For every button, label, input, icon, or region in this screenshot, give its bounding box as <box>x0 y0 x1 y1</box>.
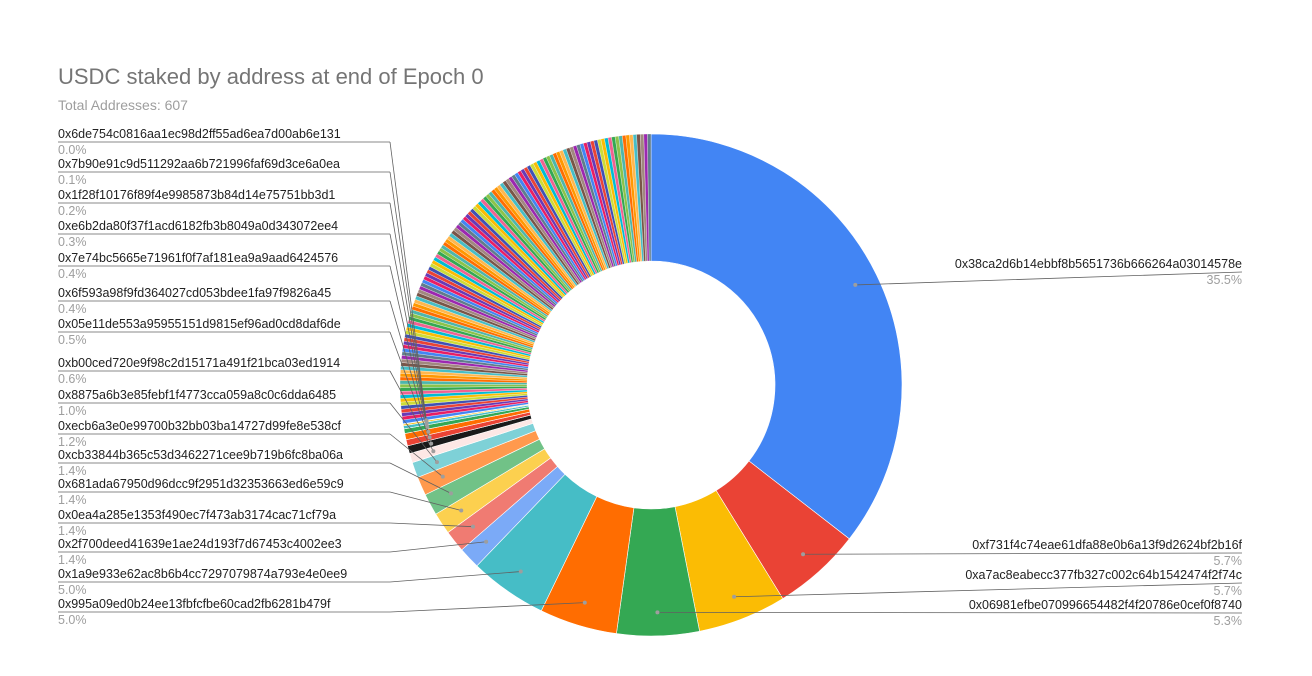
leader-line <box>389 541 487 553</box>
slice-label: 0x38ca2d6b14ebbf8b5651736b666264a0301457… <box>955 257 1242 271</box>
leader-dot <box>429 441 434 446</box>
leader-line <box>389 370 434 452</box>
slice-label: 0x8875a6b3e85febf1f4773cca059a8c0c6dda64… <box>58 388 336 402</box>
slice-label: 0x6de754c0816aa1ec98d2ff55ad6ea7d00ab6e1… <box>58 127 341 141</box>
slice-label: 0xecb6a3e0e99700b32bb03ba14727d99fe8e538… <box>58 419 341 433</box>
slice-percent: 5.7% <box>1214 554 1243 568</box>
leader-line <box>389 141 427 421</box>
leader-dot <box>582 600 587 605</box>
leader-dot <box>431 449 436 454</box>
slice-label: 0x681ada67950d96dcc9f2951d32353663ed6e59… <box>58 477 344 491</box>
slice-percent: 0.0% <box>58 143 87 157</box>
slice-percent: 0.4% <box>58 302 87 316</box>
slice-percent: 5.0% <box>58 583 87 597</box>
leader-dot <box>426 429 431 434</box>
slice-percent: 0.6% <box>58 372 87 386</box>
slice-percent: 5.3% <box>1214 614 1243 628</box>
leader-dot <box>427 435 432 440</box>
slice-label: 0x6f593a98f9fd364027cd053bdee1fa97f9826a… <box>58 286 331 300</box>
slice-label: 0x995a09ed0b24ee13fbfcfbe60cad2fb6281b47… <box>58 597 331 611</box>
slice-percent: 1.4% <box>58 493 87 507</box>
leader-dot <box>518 569 523 574</box>
slice-percent: 35.5% <box>1207 273 1242 287</box>
leader-line <box>389 571 521 583</box>
slice-label: 0x1a9e933e62ac8b6b4cc7297079874a793e4e0e… <box>58 567 347 581</box>
slice-label: 0xa7ac8eabecc377fb327c002c64b1542474f2f7… <box>965 568 1242 582</box>
leader-line <box>389 462 452 494</box>
leader-line <box>389 522 474 528</box>
leader-line <box>389 331 432 444</box>
leader-dot <box>801 552 806 557</box>
slice-label: 0x05e11de553a95955151d9815ef96ad0cd8daf6… <box>58 317 341 331</box>
leader-line <box>389 402 438 463</box>
slice-label: 0x0ea4a285e1353f490ec7f473ab3174cac71cf7… <box>58 508 336 522</box>
leader-line <box>734 582 1243 598</box>
slice-percent: 0.3% <box>58 235 87 249</box>
leader-line <box>389 491 462 511</box>
leader-dot <box>425 424 430 429</box>
leader-dot <box>434 460 439 465</box>
chart-title: USDC staked by address at end of Epoch 0 <box>58 64 484 89</box>
slice-percent: 1.4% <box>58 464 87 478</box>
leader-line <box>389 202 428 424</box>
slice-label: 0xf731f4c74eae61dfa88e0b6a13f9d2624bf2b1… <box>972 538 1242 552</box>
slice-label: 0x1f28f10176f89f4e9985873b84d14e75751bb3… <box>58 188 335 202</box>
leader-dot <box>459 508 464 513</box>
leader-dot <box>853 282 858 287</box>
slice-label: 0x2f700deed41639e1ae24d193f7d67453c4002e… <box>58 537 342 551</box>
slice-percent: 0.1% <box>58 173 87 187</box>
leader-dot <box>484 539 489 544</box>
leader-line <box>389 300 431 438</box>
slice-label: 0x06981efbe070996654482f4f20786e0cef0f87… <box>969 598 1242 612</box>
leader-line <box>389 433 444 477</box>
leader-line <box>389 233 428 428</box>
pie-slice-minor[interactable] <box>647 133 652 262</box>
slice-percent: 1.4% <box>58 553 87 567</box>
slice-percent: 0.2% <box>58 204 87 218</box>
leader-line <box>855 271 1243 286</box>
slice-percent: 1.2% <box>58 435 87 449</box>
slice-percent: 5.0% <box>58 613 87 627</box>
leader-line <box>389 602 585 613</box>
slice-label: 0xcb33844b365c53d3462271cee9b719b6fc8ba0… <box>58 448 343 462</box>
slice-label: 0x7b90e91c9d511292aa6b721996faf69d3ce6a0… <box>58 157 340 171</box>
slice-label: 0xe6b2da80f37f1acd6182fb3b8049a0d343072e… <box>58 219 338 233</box>
leader-dot <box>440 474 445 479</box>
leader-dot <box>424 418 429 423</box>
leader-dot <box>471 524 476 529</box>
pie-slice-1[interactable] <box>650 133 903 540</box>
leader-dot <box>448 491 453 496</box>
slice-percent: 1.0% <box>58 404 87 418</box>
slice-percent: 5.7% <box>1214 584 1243 598</box>
leader-dot <box>655 610 660 615</box>
chart-subtitle: Total Addresses: 607 <box>58 97 188 113</box>
slice-percent: 0.5% <box>58 333 87 347</box>
slice-label: 0x7e74bc5665e71961f0f7af181ea9a9aad64245… <box>58 251 338 265</box>
slice-percent: 1.4% <box>58 524 87 538</box>
slice-label: 0xb00ced720e9f98c2d15171a491f21bca03ed19… <box>58 356 340 370</box>
leader-line <box>389 171 427 422</box>
slice-percent: 0.4% <box>58 267 87 281</box>
leader-line <box>803 552 1243 555</box>
leader-dot <box>732 594 737 599</box>
leader-line <box>389 265 429 432</box>
leader-line <box>657 612 1243 614</box>
